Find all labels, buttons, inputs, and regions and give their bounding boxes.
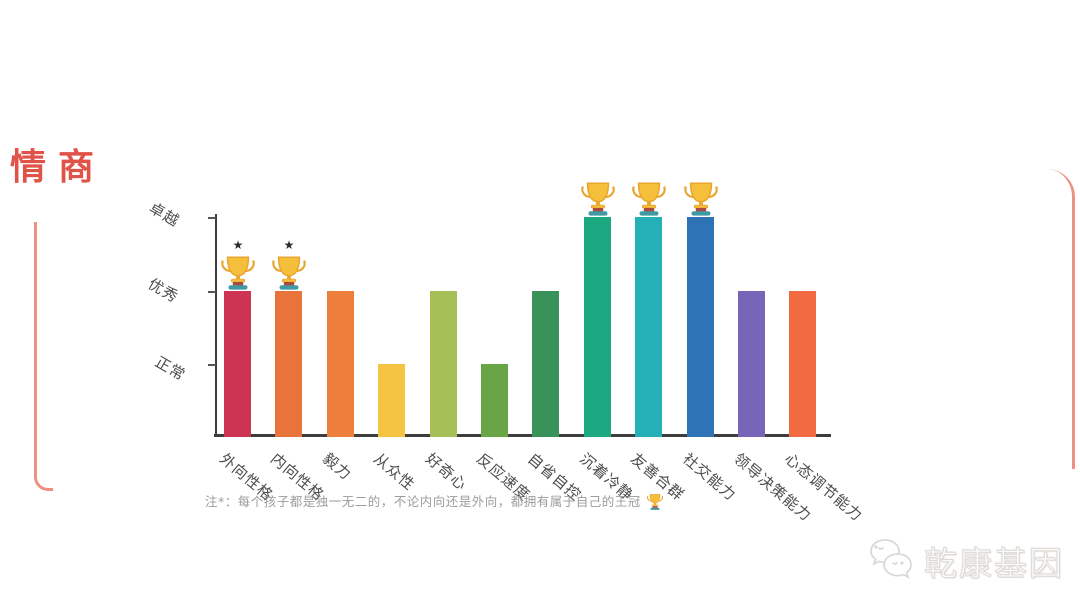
bar-心态调节能力 <box>789 291 816 437</box>
star-footnote-marker: ★ <box>232 238 244 252</box>
bar-社交能力 <box>687 217 714 437</box>
star-footnote-marker: ★ <box>283 238 295 252</box>
wechat-chat-bubbles-icon <box>864 534 918 588</box>
trophy-icon <box>630 178 668 216</box>
footnote-text: 注*：每个孩子都是独一无二的，不论内向还是外向，都拥有属于自己的王冠 <box>205 494 641 509</box>
y-axis-tick <box>208 291 216 293</box>
trophy-icon <box>219 252 257 290</box>
brand-name: 乾康基因 <box>924 544 1064 584</box>
bar-毅力 <box>327 291 354 437</box>
bar-自省自控 <box>532 291 559 437</box>
bar-外向性格 <box>224 291 251 437</box>
trophy-icon <box>646 492 664 510</box>
trophy-icon <box>682 178 720 216</box>
y-axis-tick <box>208 364 216 366</box>
bar-友善合群 <box>635 217 662 437</box>
bar-沉着冷静 <box>584 217 611 437</box>
brand-watermark: 乾康基因 <box>864 534 1064 588</box>
trophy-icon <box>579 178 617 216</box>
y-axis-tick <box>208 217 216 219</box>
decorative-frame-bottom-left <box>34 222 53 491</box>
x-axis <box>214 434 831 437</box>
bar-好奇心 <box>430 291 457 437</box>
trophy-icon <box>270 252 308 290</box>
bar-反应速度 <box>481 364 508 437</box>
bar-领导决策能力 <box>738 291 765 437</box>
y-axis <box>215 214 217 437</box>
decorative-frame-top-right <box>128 169 1075 469</box>
page-title: 情商 <box>10 147 107 188</box>
footnote: 注*：每个孩子都是独一无二的，不论内向还是外向，都拥有属于自己的王冠 <box>205 491 664 510</box>
bar-内向性格 <box>275 291 302 437</box>
bar-从众性 <box>378 364 405 437</box>
